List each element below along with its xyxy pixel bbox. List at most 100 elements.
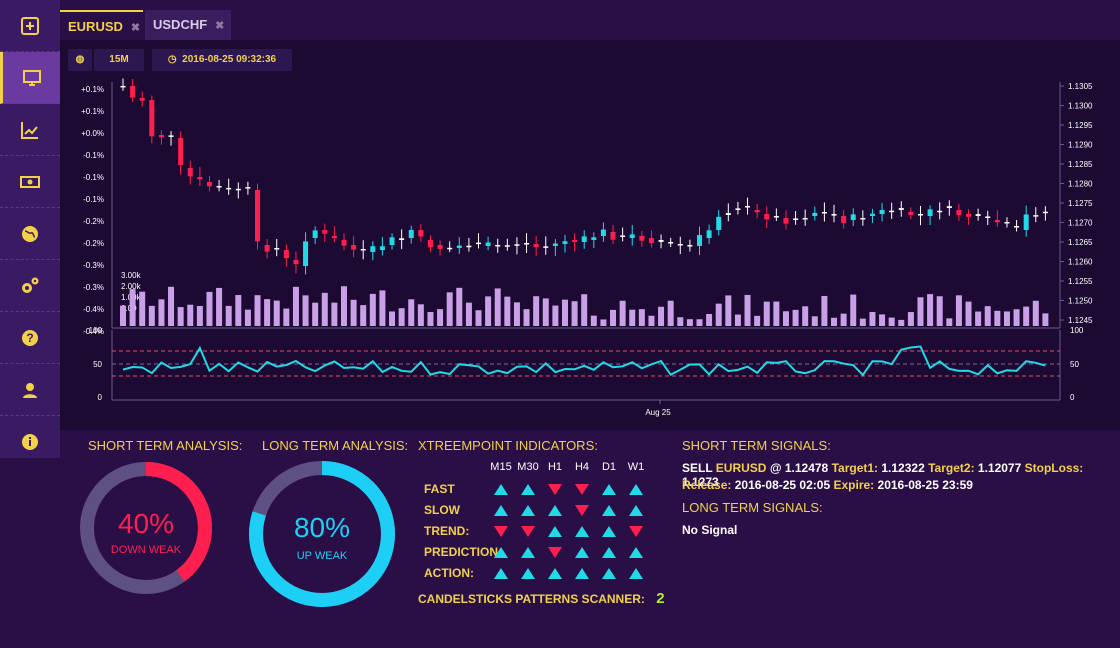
indicator-col-h1: H1 [547, 461, 563, 473]
right-axis-tick: 1.1285 [1068, 160, 1093, 169]
candle [783, 218, 789, 224]
candle [908, 212, 914, 215]
up-arrow-icon [629, 484, 643, 495]
candle [495, 245, 501, 247]
candle [725, 213, 731, 215]
price-chart[interactable]: +0.1% +0.1% +0.0% -0.1% -0.1% -0.1% -0.2% -0.2%… [60, 40, 1120, 430]
volume-bar [465, 302, 472, 326]
volume-bar [686, 319, 693, 326]
right-axis-tick: 1.1290 [1068, 141, 1093, 150]
volume-bar [292, 286, 299, 326]
globe-icon[interactable] [0, 208, 60, 260]
up-arrow-icon [629, 547, 643, 558]
volume-bar [821, 295, 828, 326]
candle [1004, 222, 1010, 224]
info-icon[interactable] [0, 416, 60, 467]
globe-icon[interactable]: ◍ [68, 49, 92, 71]
candle [379, 246, 385, 250]
up-arrow-icon [602, 505, 616, 516]
right-axis-tick: 1.1265 [1068, 238, 1093, 247]
analysis-panel: SHORT TERM ANALYSIS: 40% DOWN WEAK LONG … [60, 430, 1120, 648]
long-term-gauge: 80% UP WEAK [248, 460, 396, 608]
candle [418, 230, 424, 237]
candle [812, 212, 818, 216]
timeframe-button[interactable]: 15M [94, 49, 144, 71]
candle [917, 214, 923, 216]
volume-bar [513, 302, 520, 326]
down-arrow-icon [575, 505, 589, 516]
candle [139, 98, 145, 101]
volume-bar [946, 318, 953, 326]
add-chart-icon[interactable] [0, 0, 60, 52]
volume-bar [1042, 313, 1049, 326]
volume-bar [802, 306, 809, 326]
long-term-status: UP WEAK [296, 550, 348, 562]
volume-bar [907, 312, 914, 326]
right-axis-tick: 1.1275 [1068, 199, 1093, 208]
right-axis-tick: 1.1280 [1068, 180, 1093, 189]
close-icon[interactable]: ✖ [215, 20, 225, 32]
line-chart-icon[interactable] [0, 104, 60, 156]
volume-bar [869, 311, 876, 326]
up-arrow-icon [521, 547, 535, 558]
left-axis-tick: -0.3% [83, 283, 104, 292]
up-arrow-icon [602, 547, 616, 558]
volume-bar [571, 301, 578, 326]
candle [331, 236, 337, 239]
volume-bar [542, 298, 549, 326]
right-axis-tick: 1.1270 [1068, 219, 1093, 228]
candle [639, 236, 645, 241]
volume-bar [235, 295, 242, 326]
volume-bar [715, 303, 722, 326]
gears-icon[interactable] [0, 260, 60, 312]
candle [754, 210, 760, 213]
candle [476, 242, 482, 245]
candle [485, 242, 491, 246]
volume-bar [225, 305, 232, 326]
osc-right-tick: 0 [1070, 393, 1075, 402]
money-icon[interactable] [0, 156, 60, 208]
right-axis-tick: 1.1245 [1068, 316, 1093, 325]
candle [456, 245, 462, 248]
left-axis-tick: +0.1% [81, 107, 104, 116]
volume-bar [831, 317, 838, 326]
volume-bar [120, 305, 126, 326]
candle [648, 238, 654, 244]
close-icon[interactable]: ✖ [130, 22, 141, 34]
candle [572, 240, 578, 243]
target2-label: Target2: [928, 461, 975, 475]
candle [735, 208, 741, 210]
tab-label: USDCHF [153, 17, 208, 32]
volume-axis-tick: 3.00k [121, 271, 142, 280]
volume-bar [984, 306, 991, 326]
volume-bar [494, 288, 501, 326]
up-arrow-icon [575, 568, 589, 579]
volume-bar [936, 296, 943, 326]
down-arrow-icon [575, 484, 589, 495]
question-icon[interactable]: ? [0, 312, 60, 364]
tab-eurusd[interactable]: EURUSD ✖ [60, 10, 143, 40]
oscillator-line [122, 345, 1046, 377]
volume-bar [216, 287, 223, 326]
candle [303, 241, 309, 266]
osc-left-tick: 50 [93, 360, 102, 369]
user-icon[interactable] [0, 364, 60, 416]
monitor-icon[interactable] [0, 52, 60, 104]
volume-bar [533, 296, 540, 326]
volume-bar [1023, 306, 1030, 326]
tab-usdchf[interactable]: USDCHF ✖ [145, 10, 231, 40]
volume-bar [273, 300, 280, 326]
up-arrow-icon [602, 568, 616, 579]
candle [216, 186, 222, 188]
osc-left-tick: 100 [89, 326, 103, 335]
short-term-percent: 40% [117, 508, 175, 539]
candle [687, 245, 693, 247]
volume-bar [658, 306, 665, 326]
candle [994, 220, 1000, 223]
svg-text:?: ? [26, 331, 33, 345]
volume-bar [879, 314, 886, 326]
up-arrow-icon [548, 505, 562, 516]
volume-bar [475, 310, 482, 326]
candle [370, 246, 376, 252]
candle [1042, 211, 1048, 214]
